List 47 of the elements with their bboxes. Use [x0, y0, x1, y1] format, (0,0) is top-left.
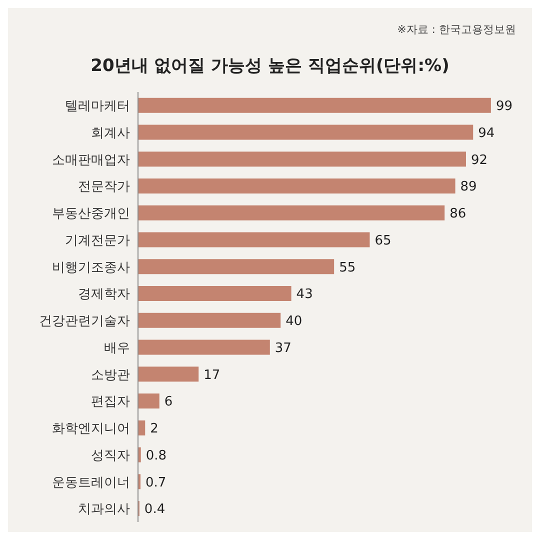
data-label: 40	[286, 314, 302, 330]
data-label: 86	[450, 206, 466, 222]
y-tick-label: 편집자	[91, 394, 130, 410]
y-tick-label: 경제학자	[78, 287, 130, 302]
data-label: 43	[296, 287, 313, 302]
bar	[138, 312, 281, 328]
y-tick-label: 운동트레이너	[52, 475, 130, 490]
y-tick-label: 기계전문가	[65, 233, 130, 248]
data-label: 37	[274, 340, 292, 356]
data-label: 2	[150, 422, 158, 437]
y-tick-label: 부동산중개인	[52, 206, 130, 222]
text: ※자료 : 한국고용정보원	[397, 23, 516, 36]
data-label: 99	[496, 99, 512, 114]
bar	[138, 259, 334, 274]
y-tick-label: 건강관련기술자	[39, 314, 130, 330]
data-label: 65	[374, 233, 392, 248]
bar	[138, 152, 466, 167]
data-label: 0.4	[144, 502, 166, 518]
data-label: 92	[470, 152, 488, 168]
bar	[138, 366, 199, 382]
y-tick-label: 회계사	[91, 126, 130, 141]
data-label: 17	[204, 368, 220, 383]
bar	[138, 205, 445, 220]
data-label: 0.8	[146, 448, 167, 464]
y-tick-label: 화학엔지니어	[52, 422, 130, 437]
y-tick-label: 소방관	[91, 368, 130, 383]
data-label: 94	[478, 126, 495, 141]
y-tick-label: 치과의사	[78, 502, 130, 518]
bar	[138, 232, 370, 248]
bar	[138, 178, 456, 194]
data-label: 0.7	[145, 475, 166, 490]
y-tick-label: 소매판매업자	[52, 152, 130, 168]
y-tick-label: 성직자	[91, 448, 130, 464]
data-label: 6	[164, 394, 173, 410]
y-tick-label: 비행기조종사	[52, 260, 130, 276]
bar	[138, 420, 146, 436]
bar	[138, 394, 160, 409]
chart-title: 20년내 없어질 가능성 높은 직업순위(단위:%)	[90, 55, 450, 77]
bar	[138, 340, 270, 355]
bar	[138, 124, 474, 140]
bar	[138, 286, 292, 302]
y-tick-label: 텔레마케터	[65, 99, 130, 114]
bar	[138, 98, 491, 113]
y-tick-label: 전문작가	[78, 180, 130, 195]
data-label: 89	[460, 180, 477, 195]
data-label: 55	[339, 260, 356, 276]
y-tick-label: 배우	[104, 340, 130, 356]
